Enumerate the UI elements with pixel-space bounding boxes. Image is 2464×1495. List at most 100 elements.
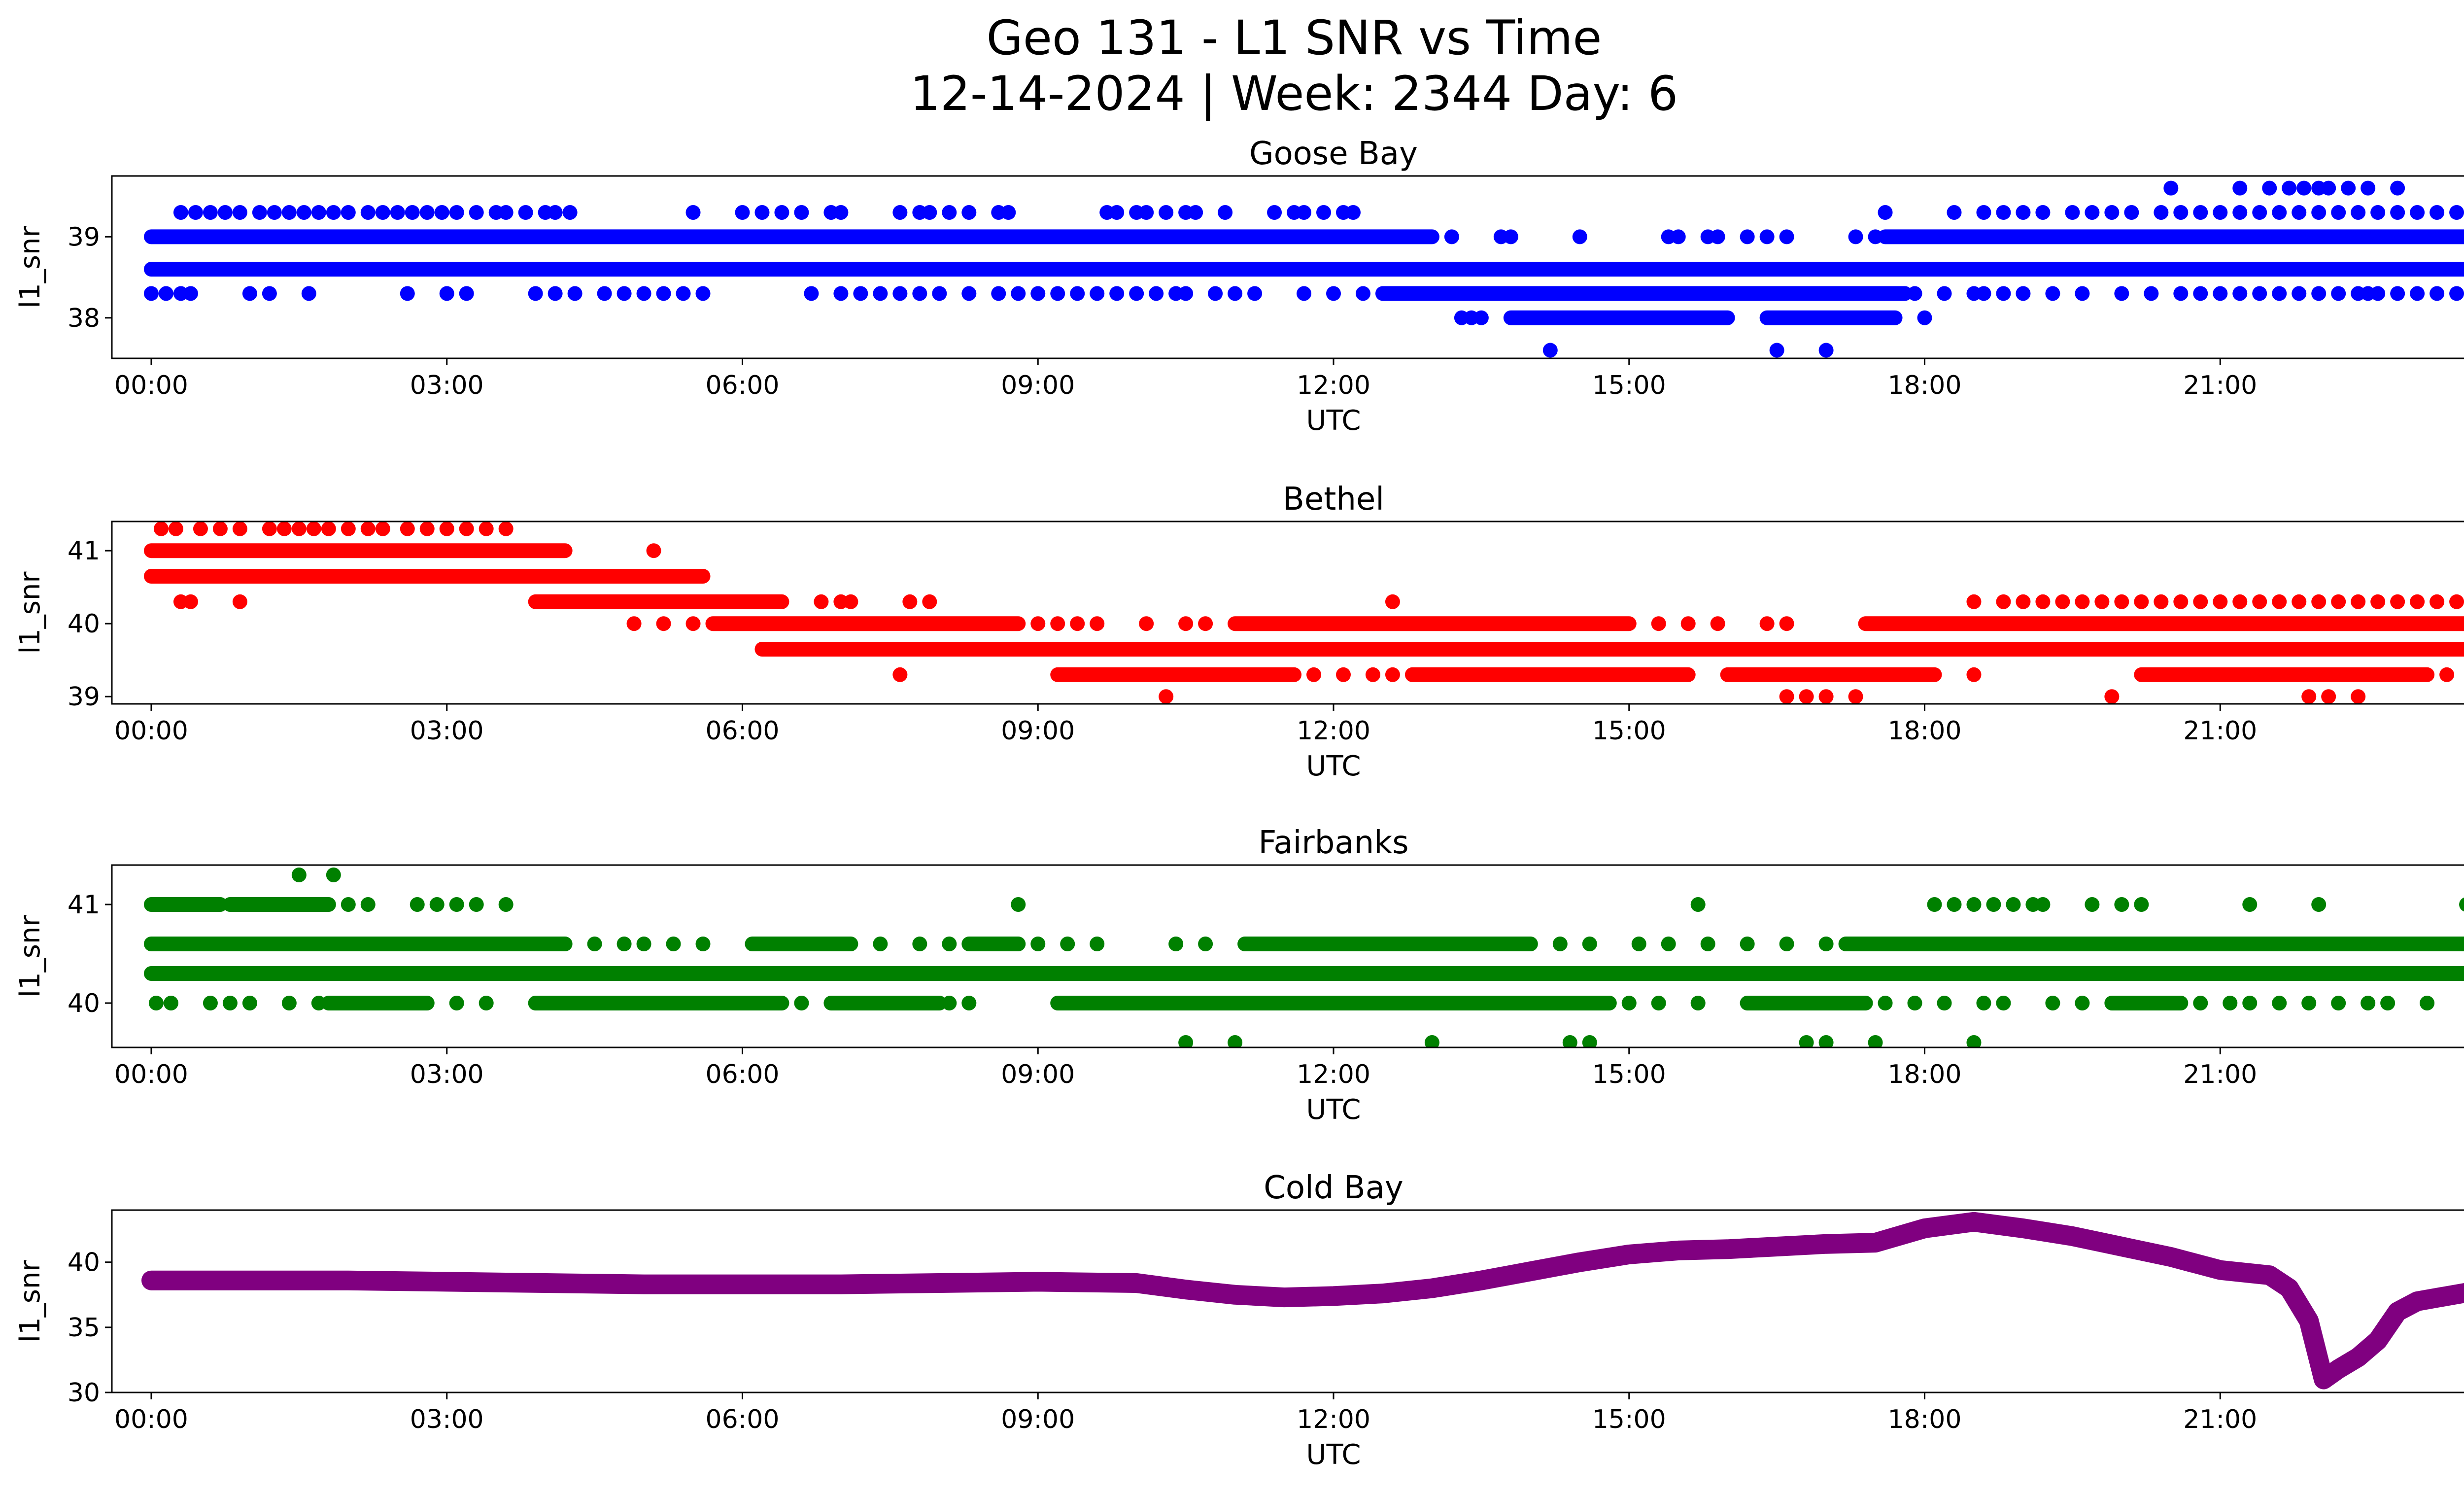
data-point — [410, 897, 425, 912]
data-point — [296, 205, 311, 220]
data-point — [2193, 594, 2208, 609]
data-point — [2311, 205, 2327, 220]
subplot-goose-bay: Goose Bay 00:00 03:00 06:00 09:00 12:00 15:00 1… — [14, 136, 2464, 437]
plot-area — [143, 180, 2464, 358]
data-point — [469, 205, 484, 220]
subplot-fairbanks: Fairbanks 00:00 03:00 06:00 09:00 12:00 15:00 1… — [14, 825, 2464, 1126]
data-point — [390, 205, 405, 220]
x-tick-label: 21:00 — [2183, 371, 2257, 400]
data-point — [1631, 937, 1646, 951]
y-tick-label: 41 — [68, 890, 100, 920]
data-point — [1030, 286, 1046, 301]
data-point — [1385, 594, 1400, 609]
data-point — [183, 286, 198, 301]
data-point — [814, 594, 829, 609]
y-axis-label: l1_snr — [14, 915, 46, 998]
data-point — [597, 286, 612, 301]
subplot-panels: Goose Bay 00:00 03:00 06:00 09:00 12:00 15:00 1… — [14, 136, 2464, 1471]
data-point — [2173, 205, 2189, 220]
data-point — [932, 286, 947, 301]
data-point — [2331, 205, 2346, 220]
data-point — [212, 522, 228, 536]
data-point — [419, 205, 435, 220]
data-point — [2213, 286, 2228, 301]
data-point — [1228, 286, 1243, 301]
data-point — [1986, 897, 2001, 912]
data-point — [626, 616, 642, 631]
data-point — [1671, 229, 1686, 244]
data-point — [2430, 205, 2445, 220]
data-point — [2296, 180, 2312, 196]
data-point — [400, 522, 415, 536]
data-point — [1070, 286, 1085, 301]
data-point — [2410, 205, 2425, 220]
data-point — [1109, 286, 1125, 301]
data-point — [1188, 205, 1203, 220]
data-point — [1769, 343, 1784, 358]
x-tick-label: 06:00 — [706, 1405, 780, 1434]
data-point — [2075, 996, 2090, 1010]
data-point — [548, 286, 563, 301]
data-point — [1996, 286, 2011, 301]
data-point — [2252, 286, 2267, 301]
data-point — [2370, 594, 2386, 609]
data-point — [242, 286, 257, 301]
data-point — [232, 594, 247, 609]
data-point — [469, 897, 484, 912]
data-point — [439, 286, 454, 301]
data-point — [1178, 286, 1194, 301]
data-point — [1090, 937, 1105, 951]
y-axis-label: l1_snr — [14, 226, 46, 309]
data-point — [2390, 180, 2405, 196]
data-point — [902, 594, 918, 609]
data-point — [1661, 937, 1676, 951]
data-point — [291, 522, 307, 536]
data-point — [429, 897, 445, 912]
data-point — [163, 996, 178, 1010]
data-point — [1937, 286, 1952, 301]
data-point — [2213, 594, 2228, 609]
data-point — [2272, 286, 2287, 301]
data-point — [2311, 286, 2327, 301]
data-point — [1878, 205, 1893, 220]
data-point — [232, 205, 247, 220]
data-point — [1976, 205, 1991, 220]
x-tick-label: 09:00 — [1001, 371, 1075, 400]
plot-area — [143, 522, 2464, 704]
data-point — [1562, 1035, 1577, 1047]
y-tick-label: 40 — [68, 989, 100, 1018]
data-point — [2035, 205, 2051, 220]
data-point — [2390, 286, 2405, 301]
data-point — [168, 522, 183, 536]
data-point — [1996, 205, 2011, 220]
x-axis-label: UTC — [1306, 1439, 1361, 1471]
data-point — [2144, 286, 2159, 301]
data-point — [1247, 286, 1263, 301]
data-point — [262, 286, 277, 301]
data-point — [1917, 310, 1932, 325]
data-point — [2459, 897, 2464, 912]
data-point — [853, 286, 868, 301]
data-point — [1267, 205, 1282, 220]
subplot-title: Cold Bay — [1264, 1170, 1403, 1206]
data-point — [2321, 689, 2336, 704]
data-point — [1030, 616, 1046, 631]
data-point — [2075, 594, 2090, 609]
data-point — [341, 897, 356, 912]
data-point — [311, 996, 326, 1010]
x-tick-label: 15:00 — [1592, 1060, 1666, 1089]
data-point — [587, 937, 602, 951]
x-tick-label: 21:00 — [2183, 1060, 2257, 1089]
data-point — [1149, 286, 1164, 301]
data-point — [794, 996, 809, 1010]
data-point — [375, 205, 390, 220]
data-point — [1473, 310, 1489, 325]
data-point — [2272, 594, 2287, 609]
data-point — [301, 286, 316, 301]
data-point — [203, 205, 218, 220]
data-point — [360, 897, 376, 912]
data-point — [2370, 205, 2386, 220]
data-point — [873, 286, 888, 301]
data-point — [1178, 616, 1194, 631]
data-point — [326, 205, 341, 220]
